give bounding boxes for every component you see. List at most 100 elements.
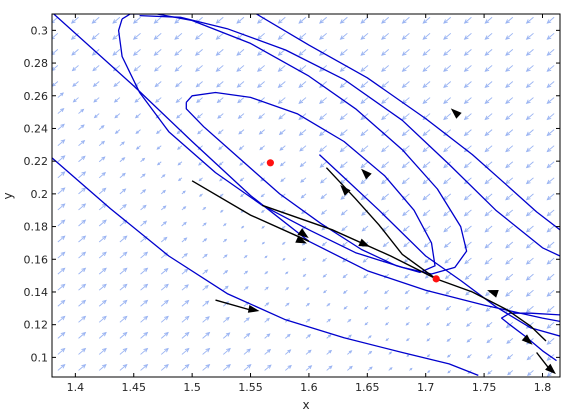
vector-field-arrow-head [328, 349, 333, 354]
vector-field-arrow [222, 332, 231, 339]
vector-field-arrow-shaft [72, 81, 79, 87]
vector-field-arrow-shaft [360, 161, 369, 168]
vector-field-arrow-shaft [202, 300, 209, 307]
vector-field-arrow-head [113, 98, 118, 103]
vector-field-arrow [466, 354, 472, 359]
vector-field-arrow [160, 189, 167, 195]
vector-field-arrow [405, 338, 410, 342]
vector-field-arrow-head [319, 163, 325, 168]
vector-field-arrow [443, 161, 452, 169]
vector-field-arrow [402, 209, 410, 217]
x-axis-ticks: 1.4 1.45 1.5 1.55 1.6 1.65 1.7 1.75 1.8 [67, 14, 551, 394]
y-tick-label: 0.12 [24, 319, 49, 332]
vector-field-arrow-shaft [57, 316, 65, 323]
vector-field-arrow-shaft [78, 316, 86, 323]
vector-field-arrow-head [546, 292, 552, 297]
vector-field-arrow [285, 349, 292, 355]
vector-field-arrow [57, 299, 66, 307]
vector-field-arrow [305, 349, 312, 355]
vector-field-arrow-head [505, 35, 510, 40]
vector-field-arrow-head [81, 267, 87, 273]
orbit-curve-8 [185, 91, 436, 274]
vector-field-arrow-shaft [78, 124, 85, 130]
vector-field-arrow [181, 268, 189, 275]
vector-field-arrow-shaft [264, 349, 271, 355]
vector-field-arrow-head [203, 206, 207, 210]
vector-field-arrow-shaft [259, 129, 265, 135]
vector-field-arrow-head [122, 188, 127, 193]
vector-field-arrow-head [60, 363, 66, 369]
vector-field-arrow-head [224, 254, 228, 258]
vector-field-arrow-head [546, 260, 552, 265]
vector-field-arrow-head [401, 99, 407, 105]
vector-field-arrow-shaft [319, 97, 327, 104]
vector-field-arrow [546, 177, 555, 185]
vector-field-arrow [57, 123, 65, 130]
vector-field-arrow-shaft [381, 97, 390, 104]
vector-field-arrow [444, 257, 452, 264]
vector-field-arrow [119, 188, 127, 195]
vector-field-arrow [546, 32, 555, 40]
vector-field-arrow [427, 370, 431, 373]
vector-field-arrow-head [113, 83, 118, 88]
vector-field-arrow [264, 348, 272, 355]
vector-field-arrow-shaft [443, 145, 452, 152]
vector-field-arrow-shaft [527, 370, 534, 376]
vector-field-arrow-head [443, 211, 448, 217]
vector-field-arrow [57, 92, 64, 98]
vector-field-arrow-shaft [202, 285, 209, 291]
vector-field-arrow [381, 49, 390, 56]
vector-field-arrow-head [215, 51, 221, 56]
vector-field-arrow [305, 287, 310, 291]
vector-field-arrow [140, 173, 146, 179]
vector-field-arrow-shaft [196, 81, 203, 88]
vector-field-arrow [425, 305, 431, 311]
vector-field-arrow-shaft [402, 81, 410, 88]
vector-field-arrow-head [81, 171, 87, 176]
vector-field-arrow-head [319, 115, 324, 121]
vector-field-arrow [202, 331, 211, 339]
vector-field-arrow [238, 129, 245, 135]
vector-field-arrow [98, 283, 107, 291]
vector-field-arrow [216, 81, 224, 88]
vector-field-arrow-shaft [57, 332, 65, 339]
vector-field-arrow-head [246, 364, 252, 369]
vector-field-arrow [305, 302, 310, 307]
vector-field-arrow-shaft [237, 81, 245, 88]
vector-field-arrow-shaft [547, 338, 555, 345]
vector-field-arrow [277, 32, 286, 40]
vector-field-arrow-shaft [320, 177, 327, 184]
vector-field-arrow-head [422, 179, 428, 185]
vector-field-arrow-head [360, 35, 366, 40]
vector-field-arrow [57, 283, 66, 291]
vector-field-arrow [222, 238, 228, 243]
vector-field-arrow [326, 365, 333, 371]
vector-field-arrow-shaft [181, 348, 190, 355]
vector-field-arrow-head [327, 303, 331, 306]
vector-field-arrow-head [164, 331, 169, 337]
vector-field-arrow-head [486, 355, 491, 359]
vector-field-arrow-shaft [181, 300, 189, 307]
vector-field-arrow-head [463, 19, 469, 24]
vector-field-arrow-shaft [133, 32, 141, 40]
vector-field-arrow [243, 317, 250, 323]
vector-field-arrow-shaft [57, 108, 64, 114]
vector-field-arrow-shaft [264, 333, 271, 339]
vector-field-arrow-head [143, 236, 148, 241]
vector-field-arrow-head [184, 347, 190, 353]
vector-field-arrow [525, 145, 534, 153]
x-tick-label: 1.55 [238, 381, 263, 394]
vector-field-arrow-head [465, 291, 470, 296]
vector-field-arrow [160, 363, 169, 371]
vector-field-arrow-shaft [98, 284, 107, 291]
vector-field-arrow-head [194, 35, 200, 40]
vector-field-arrow-shaft [505, 177, 514, 184]
vector-field-arrow [443, 32, 452, 40]
vector-field-arrow-shaft [57, 139, 65, 147]
vector-field-arrow-shaft [464, 129, 472, 136]
vector-field-arrow-shaft [57, 300, 65, 307]
vector-field-arrow [342, 289, 348, 294]
vector-field-arrow-shaft [278, 65, 286, 72]
vector-field-arrow-shaft [119, 364, 128, 371]
vector-field-arrow [277, 81, 286, 88]
